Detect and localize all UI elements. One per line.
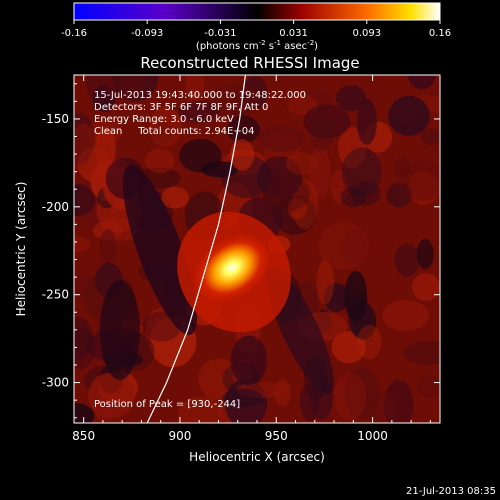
solar-limb-curve <box>146 75 246 423</box>
y-tick-label: -250 <box>42 288 69 302</box>
annotation-clean-counts: Clean Total counts: 2.94E+04 <box>94 126 254 137</box>
heatmap-texture <box>74 75 440 423</box>
x-tick-label: 1000 <box>357 429 388 443</box>
y-tick-label: -150 <box>42 112 69 126</box>
chart-title: Reconstructed RHESSI Image <box>140 54 359 72</box>
annotation-detectors: Detectors: 3F 5F 6F 7F 8F 9F, Att 0 <box>94 102 268 113</box>
y-axis-ticks: -150 -200 -250 -300 <box>42 83 440 419</box>
x-tick-label: 950 <box>265 429 288 443</box>
colorbar-tick-label: 0.16 <box>429 28 451 39</box>
heatmap-image <box>74 75 440 423</box>
colorbar-tick-label: -0.16 <box>61 28 87 39</box>
x-axis-label: Heliocentric X (arcsec) <box>189 450 325 464</box>
colorbar-tick-label: 0.031 <box>279 28 308 39</box>
y-tick-label: -200 <box>42 200 69 214</box>
colorbar <box>73 2 441 21</box>
colorbar-tick-label: -0.031 <box>204 28 236 39</box>
annotation-energy-range: Energy Range: 3.0 - 6.0 keV <box>94 114 234 125</box>
colorbar-tick-label: 0.093 <box>352 28 381 39</box>
colorbar-tick-label: -0.093 <box>131 28 163 39</box>
y-axis-label: Heliocentric Y (arcsec) <box>14 182 28 317</box>
peak-position-label: Position of Peak = [930,-244] <box>94 399 240 410</box>
annotation-time-range: 15-Jul-2013 19:43:40.000 to 19:48:22.000 <box>94 90 306 101</box>
colorbar-unit: (photons cm-2 s-1 asec-2) <box>196 39 318 52</box>
x-axis-ticks: 850 900 950 1000 <box>72 75 431 443</box>
peak-source <box>193 233 271 303</box>
colorbar-tick-labels: -0.16 -0.093 -0.031 0.031 0.093 0.16 <box>61 28 451 39</box>
colorbar-ticks <box>73 20 441 24</box>
x-tick-label: 850 <box>72 429 95 443</box>
x-tick-label: 900 <box>168 429 191 443</box>
generation-date: 21-Jul-2013 08:35 <box>406 486 496 497</box>
y-tick-label: -300 <box>42 376 69 390</box>
